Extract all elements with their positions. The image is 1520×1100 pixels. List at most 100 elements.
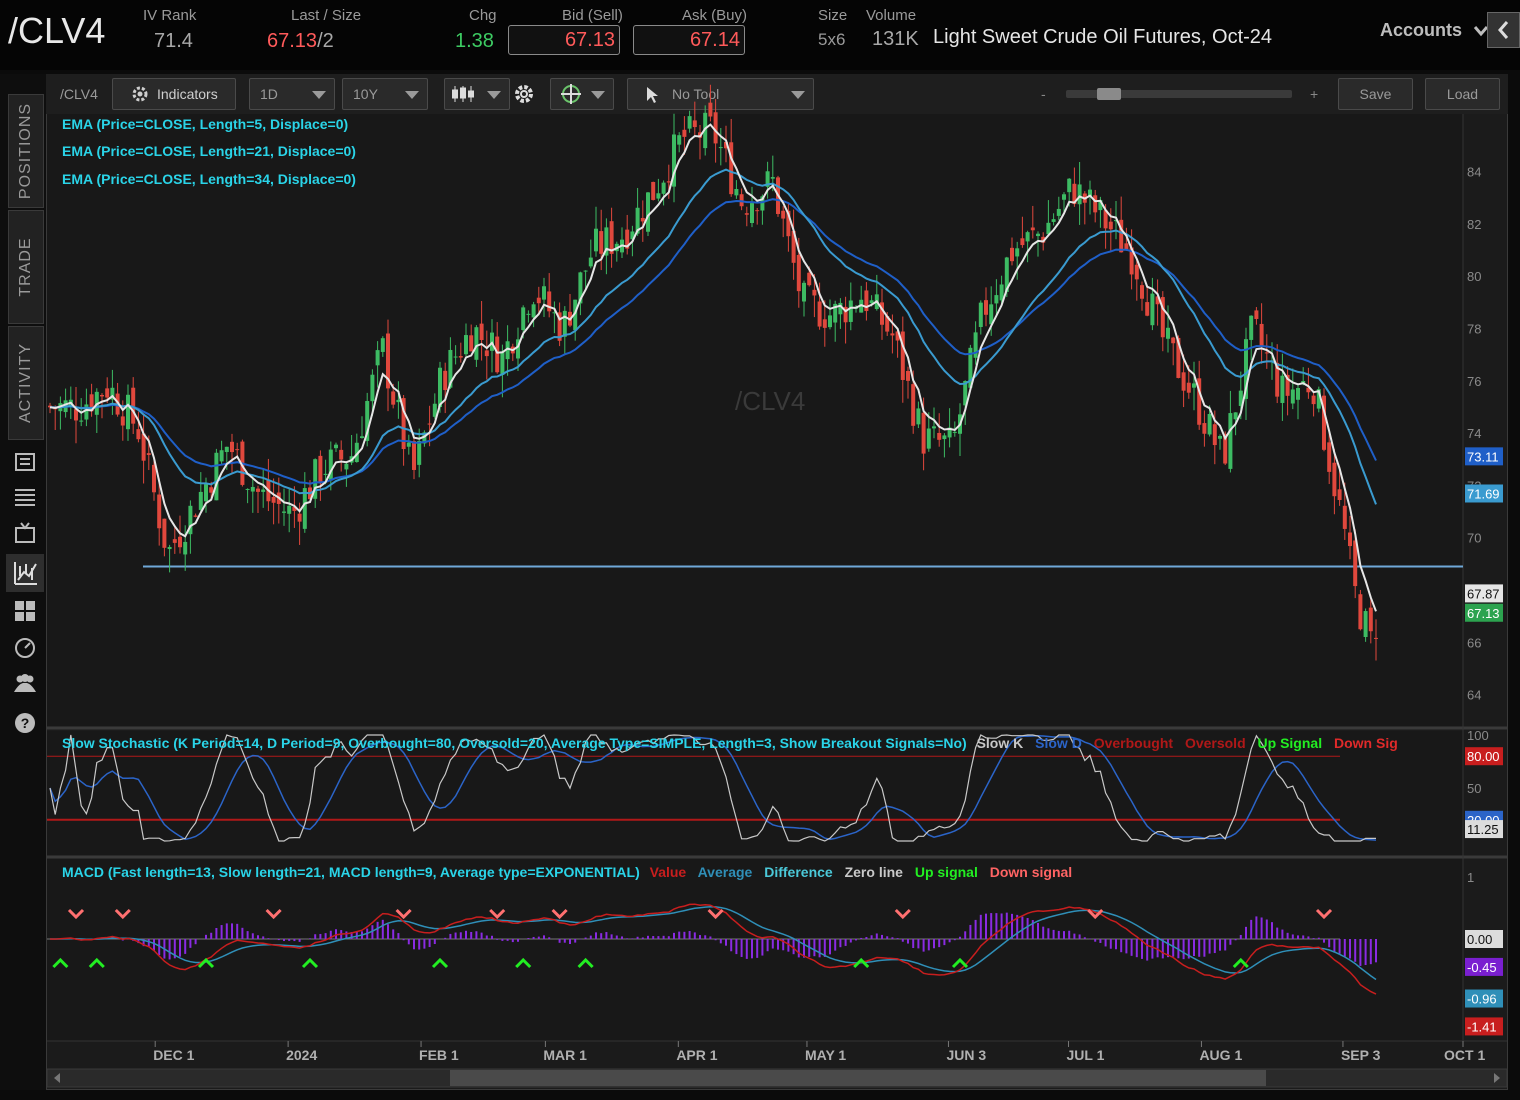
- candle-body: [713, 112, 718, 144]
- scrollbar-thumb[interactable]: [450, 1070, 1266, 1086]
- candle-body: [562, 310, 567, 337]
- candle-body: [869, 300, 874, 304]
- candle-body: [1249, 315, 1254, 340]
- candle-body: [978, 302, 983, 328]
- candle-body: [926, 428, 931, 449]
- chart-style-select[interactable]: [444, 78, 510, 110]
- candle-body: [599, 231, 604, 254]
- settings-gear-icon[interactable]: [513, 83, 535, 105]
- time-tick-label: OCT 1: [1444, 1047, 1485, 1063]
- candle-body: [448, 349, 453, 388]
- candle-body: [287, 505, 292, 514]
- trade-tab[interactable]: TRADE: [8, 210, 44, 324]
- tv-icon[interactable]: [12, 520, 38, 546]
- macd-tag-text: 0.00: [1467, 932, 1492, 947]
- candle-body: [141, 433, 146, 461]
- ema34-study-label[interactable]: EMA (Price=CLOSE, Length=34, Displace=0): [62, 171, 356, 187]
- activity-tab[interactable]: ACTIVITY: [8, 326, 44, 440]
- symbol-title[interactable]: /CLV4: [8, 10, 106, 51]
- candle-body: [687, 116, 692, 129]
- candle-body: [406, 442, 411, 447]
- slow-k-line: [49, 734, 1376, 842]
- stochastic-study-label[interactable]: Slow Stochastic (K Period=14, D Period=9…: [62, 735, 1398, 751]
- candle-body: [682, 129, 687, 137]
- ask-button[interactable]: 67.14: [633, 25, 745, 55]
- candle-body: [770, 177, 775, 179]
- macd-tag-text: -0.96: [1467, 992, 1497, 1007]
- accounts-menu[interactable]: Accounts: [1380, 20, 1489, 41]
- candle-body: [729, 142, 734, 195]
- macd-title: MACD (Fast length=13, Slow length=21, MA…: [62, 864, 640, 880]
- load-button[interactable]: Load: [1425, 78, 1500, 110]
- drawing-set-select[interactable]: [550, 78, 614, 110]
- price-tick-label: 82: [1467, 217, 1481, 232]
- chart-tab-active[interactable]: [6, 554, 44, 592]
- indicators-button[interactable]: Indicators: [112, 78, 236, 110]
- timeframe-select[interactable]: 10Y: [342, 78, 428, 110]
- candle-body: [1264, 352, 1269, 354]
- positions-tab[interactable]: POSITIONS: [8, 94, 44, 208]
- save-label: Save: [1359, 86, 1392, 102]
- candle-body: [999, 284, 1004, 301]
- down-signal-marker: [1087, 908, 1104, 920]
- beaker-gear-icon: [132, 86, 148, 102]
- chg-value: 1.38: [455, 30, 494, 52]
- candle-body: [1358, 594, 1363, 630]
- bid-button[interactable]: 67.13: [508, 25, 620, 55]
- candle-body: [1129, 247, 1134, 275]
- candle-body: [484, 350, 489, 357]
- candle-body: [661, 182, 666, 194]
- macd-study-label[interactable]: MACD (Fast length=13, Slow length=21, MA…: [62, 864, 1072, 880]
- candle-body: [365, 401, 370, 441]
- stoch-tag-text: 80.00: [1467, 749, 1500, 764]
- candle-body: [1134, 264, 1139, 280]
- candle-body: [708, 102, 713, 117]
- candle-body: [880, 302, 884, 325]
- candle-body: [412, 441, 416, 470]
- candle-body: [1072, 183, 1077, 205]
- drawing-tool-select[interactable]: No Tool: [627, 78, 814, 110]
- candle-body: [817, 301, 822, 327]
- zoom-slider-thumb[interactable]: [1097, 88, 1121, 100]
- zoom-in-button[interactable]: +: [1310, 86, 1319, 102]
- price-tag-box: [1465, 447, 1503, 466]
- candle-body: [937, 432, 942, 440]
- grid-icon[interactable]: [12, 598, 38, 624]
- iv-rank-label: IV Rank: [143, 7, 197, 24]
- aggregation-select[interactable]: 1D: [249, 78, 335, 110]
- price-tick-label: 74: [1467, 426, 1481, 441]
- help-icon[interactable]: ?: [12, 710, 38, 736]
- candle-body: [505, 341, 510, 360]
- scroll-left-icon[interactable]: [54, 1073, 60, 1083]
- candle-body: [1166, 327, 1170, 339]
- candle-body: [178, 536, 182, 548]
- legend-zero-line: Zero line: [845, 864, 904, 880]
- candle-body: [1238, 390, 1243, 406]
- scroll-right-icon[interactable]: [1494, 1073, 1500, 1083]
- candle-body: [526, 313, 531, 315]
- up-signal-marker: [197, 957, 215, 969]
- up-signal-marker: [1232, 957, 1249, 969]
- last-price-value: 67.13: [267, 30, 318, 52]
- candle-body: [438, 367, 442, 408]
- gauge-icon[interactable]: [12, 634, 38, 660]
- save-button[interactable]: Save: [1338, 78, 1413, 110]
- zoom-slider-track[interactable]: [1066, 90, 1292, 98]
- list-icon[interactable]: [12, 484, 38, 510]
- bid-label: Bid (Sell): [562, 7, 623, 24]
- down-signal-marker: [707, 908, 724, 920]
- candle-body: [339, 449, 344, 460]
- toolbar-symbol[interactable]: /CLV4: [60, 86, 98, 102]
- ema21-study-label[interactable]: EMA (Price=CLOSE, Length=21, Displace=0): [62, 143, 356, 159]
- price-tick-label: 70: [1467, 531, 1481, 546]
- candle-body: [1098, 200, 1103, 211]
- ema5-study-label[interactable]: EMA (Price=CLOSE, Length=5, Displace=0): [62, 116, 348, 132]
- people-icon[interactable]: [12, 670, 38, 696]
- monitor-icon[interactable]: [12, 450, 38, 476]
- candle-body: [427, 423, 432, 425]
- zoom-out-button[interactable]: -: [1041, 86, 1046, 102]
- time-tick-label: APR 1: [676, 1047, 717, 1063]
- candlestick-series: [48, 84, 1378, 661]
- candle-body: [646, 192, 650, 232]
